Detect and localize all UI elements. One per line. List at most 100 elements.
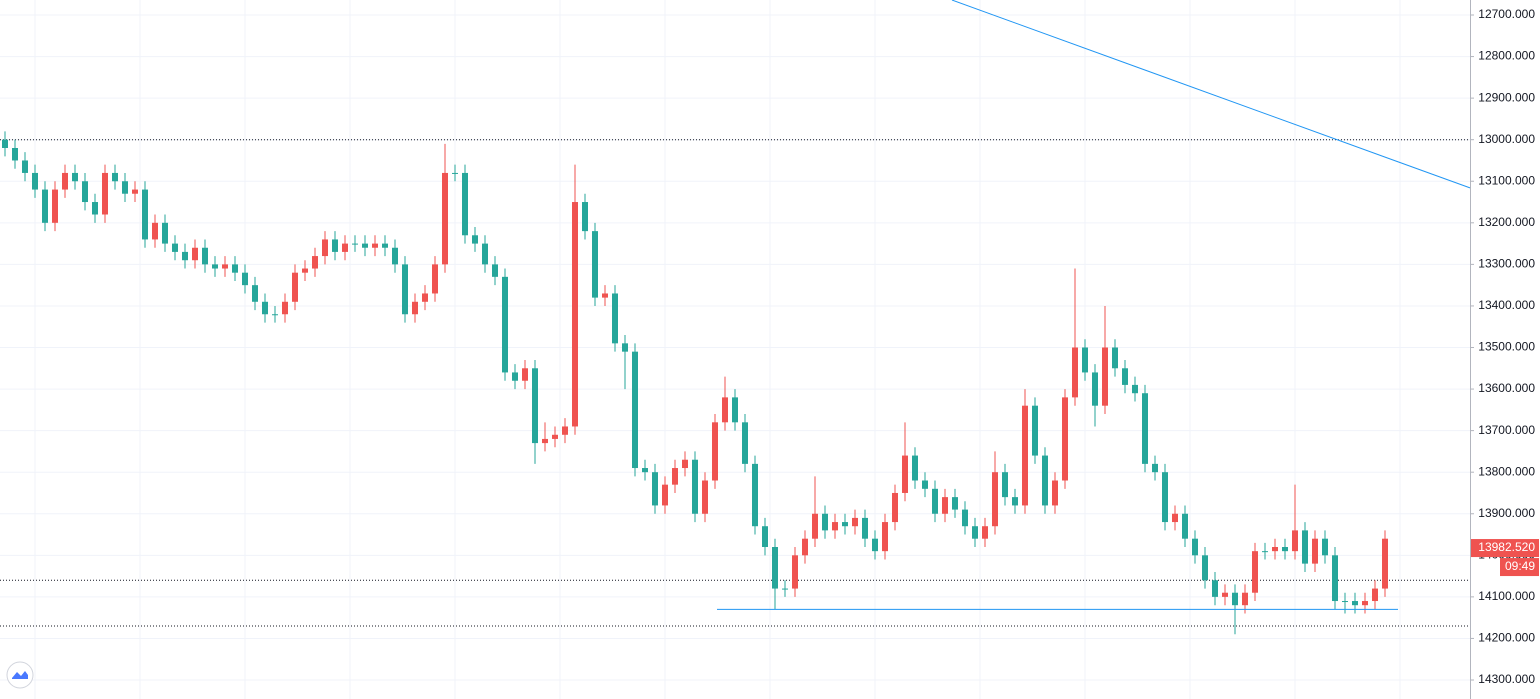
candle-body: [1082, 347, 1088, 373]
candle-body: [122, 181, 128, 194]
candle-body: [102, 172, 108, 215]
candle-body: [652, 472, 658, 506]
candle-body: [1292, 530, 1298, 552]
y-tick-label: 13500.000: [1478, 340, 1535, 354]
candle-body: [822, 513, 828, 531]
candle-body: [72, 172, 78, 182]
logo-mark[interactable]: [12, 671, 28, 679]
candle-body: [342, 243, 348, 252]
candle-body: [142, 189, 148, 240]
candle-body: [562, 426, 568, 435]
candle-body: [522, 368, 528, 381]
candle-body: [722, 397, 728, 423]
candle-body: [62, 172, 68, 190]
candle-body: [812, 513, 818, 539]
candle-body: [632, 351, 638, 469]
candle-body: [642, 468, 648, 473]
candle-body: [762, 526, 768, 547]
candle-body: [1112, 347, 1118, 369]
candle-body: [842, 522, 848, 527]
candle-body: [752, 463, 758, 527]
candle-body: [12, 148, 18, 161]
candle-body: [1342, 601, 1348, 603]
candle-body: [1172, 513, 1178, 523]
candle-body: [662, 484, 668, 506]
candle-body: [782, 588, 788, 590]
candle-body: [182, 251, 188, 261]
candle-body: [482, 243, 488, 265]
candle-body: [332, 239, 338, 252]
candle-body: [412, 301, 418, 315]
candle-body: [302, 268, 308, 273]
candle-body: [702, 480, 708, 514]
trend-line: [951, 0, 1471, 189]
candle-body: [612, 293, 618, 344]
y-tick-label: 13400.000: [1478, 298, 1535, 312]
candle-body: [682, 459, 688, 469]
y-tick-label: 13300.000: [1478, 257, 1535, 271]
candle-body: [512, 372, 518, 381]
y-tick-label: 13200.000: [1478, 215, 1535, 229]
candle-body: [162, 222, 168, 244]
candle-body: [22, 160, 28, 173]
candle-body: [742, 422, 748, 464]
logo[interactable]: [6, 661, 34, 689]
candle-body: [172, 243, 178, 252]
candle-body: [272, 314, 278, 316]
y-tick-label: 12700.000: [1478, 7, 1535, 21]
candle-body: [252, 285, 258, 302]
candle-body: [882, 522, 888, 552]
candle-body: [92, 202, 98, 215]
countdown-label: 09:49: [1505, 559, 1535, 573]
candle-body: [982, 526, 988, 539]
y-tick-label: 13700.000: [1478, 423, 1535, 437]
y-tick-label: 14200.000: [1478, 631, 1535, 645]
candle-body: [1162, 472, 1168, 523]
candle-body: [1242, 592, 1248, 606]
y-tick-label: 13600.000: [1478, 381, 1535, 395]
candle-body: [992, 472, 998, 527]
candle-body: [1022, 405, 1028, 506]
candle-body: [2, 139, 8, 148]
candle-body: [462, 172, 468, 236]
candle-body: [52, 189, 58, 223]
candle-body: [232, 264, 238, 273]
last-price-label: 13982.520: [1478, 540, 1535, 554]
candle-body: [692, 459, 698, 514]
candle-body: [1362, 601, 1368, 606]
candle-body: [1092, 372, 1098, 406]
candle-body: [942, 497, 948, 514]
candle-body: [732, 397, 738, 423]
candle-body: [472, 235, 478, 244]
candle-body: [1222, 592, 1228, 597]
candle-body: [292, 272, 298, 302]
candle-body: [792, 555, 798, 589]
candle-body: [1232, 592, 1238, 606]
candle-body: [32, 172, 38, 190]
y-tick-label: 13800.000: [1478, 464, 1535, 478]
candle-body: [222, 264, 228, 269]
candle-body: [432, 264, 438, 294]
candle-body: [82, 181, 88, 203]
candle-body: [1042, 455, 1048, 506]
candle-body: [262, 301, 268, 315]
candle-body: [852, 517, 858, 527]
candle-body: [542, 438, 548, 444]
candle-body: [1352, 601, 1358, 606]
last-price-badge: [1471, 539, 1539, 558]
candle-body: [1052, 480, 1058, 506]
candle-body: [922, 480, 928, 489]
candle-body: [1062, 397, 1068, 481]
candle-body: [1012, 497, 1018, 506]
candle-body: [372, 243, 378, 248]
candle-body: [42, 189, 48, 223]
candle-body: [572, 202, 578, 427]
candle-body: [1372, 588, 1378, 602]
candle-body: [362, 243, 368, 248]
candle-body: [242, 272, 248, 286]
candle-body: [452, 172, 458, 174]
candle-body: [802, 538, 808, 556]
candle-body: [1312, 538, 1318, 564]
